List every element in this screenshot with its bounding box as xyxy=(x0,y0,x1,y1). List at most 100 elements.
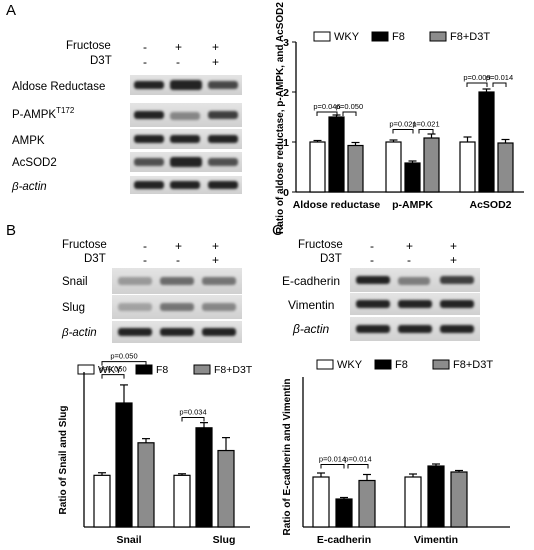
y-tick-label: 1 xyxy=(283,137,289,149)
blot-label-slug: Slug xyxy=(62,302,86,314)
x-category-label: AcSOD2 xyxy=(469,199,511,211)
d3t-sign: - xyxy=(143,253,147,267)
fructose-sign: + xyxy=(212,239,220,253)
bar xyxy=(427,465,445,528)
bar xyxy=(335,498,353,528)
blot-strip xyxy=(112,295,242,319)
d3t-sign: - xyxy=(176,253,180,267)
p-value-label: p=0.021 xyxy=(412,120,439,129)
bar xyxy=(404,162,421,193)
significance-bracket xyxy=(418,129,434,134)
p-value-label: p=0.021 xyxy=(389,120,416,129)
blot-label-vimentin: Vimentin xyxy=(288,298,335,312)
fructose-sign: + xyxy=(450,239,458,253)
legend-swatch xyxy=(135,364,153,375)
fructose-sign: + xyxy=(175,40,183,54)
panel-letter-b: B xyxy=(6,222,17,239)
fructose-sign: + xyxy=(212,40,220,54)
blot-label-acsod2: AcSOD2 xyxy=(12,157,57,169)
d3t-sign: + xyxy=(450,253,458,267)
blot-strip xyxy=(130,152,242,172)
legend-swatch xyxy=(432,359,450,370)
fructose-sign: + xyxy=(175,239,183,253)
blot-strip xyxy=(130,129,242,149)
significance-bracket xyxy=(392,129,414,134)
blot-label-aldose-reductase: Aldose Reductase xyxy=(12,81,106,93)
fructose-sign: - xyxy=(143,239,147,253)
legend-label: WKY xyxy=(98,364,122,376)
x-category-label: p-AMPK xyxy=(392,199,433,211)
panel-letter-a: A xyxy=(6,2,17,19)
legend-label: F8+D3T xyxy=(450,31,490,43)
d3t-sign: - xyxy=(407,253,411,267)
x-category-label: E-cadherin xyxy=(317,534,371,546)
blot-strip xyxy=(112,321,242,343)
blot-label-p-ampk: P-AMPKT172 xyxy=(12,106,75,121)
bar xyxy=(173,474,191,528)
bar xyxy=(93,474,111,528)
bar xyxy=(385,141,402,193)
fructose-sign: - xyxy=(143,40,147,54)
legend-label: F8 xyxy=(392,31,405,43)
d3t-sign: - xyxy=(370,253,374,267)
bar xyxy=(312,476,330,528)
legend-label: F8+D3T xyxy=(453,359,493,371)
significance-bracket xyxy=(181,416,205,422)
p-value-label: p=0.050 xyxy=(336,102,363,111)
legend-label: F8+D3T xyxy=(214,364,253,376)
bar xyxy=(459,141,476,193)
d3t-label: D3T xyxy=(90,55,112,67)
p-value-label: p=0.014 xyxy=(319,455,346,464)
fructose-label: Fructose xyxy=(62,239,107,251)
legend-swatch xyxy=(313,31,331,42)
p-value-label: p=0.046 xyxy=(313,102,340,111)
p-value-label: p=0.050 xyxy=(99,365,126,374)
significance-bracket xyxy=(492,82,507,87)
p-value-label: p=0.014 xyxy=(344,455,371,464)
y-tick-label: 3 xyxy=(283,37,289,49)
blot-strip xyxy=(130,103,242,127)
x-category-label: Aldose reductase xyxy=(293,199,381,211)
legend-label: F8 xyxy=(156,364,168,376)
x-category-label: Vimentin xyxy=(414,534,458,546)
blot-strip xyxy=(350,293,480,315)
significance-bracket xyxy=(466,82,488,87)
legend-swatch xyxy=(193,364,211,375)
y-tick-label: 2 xyxy=(283,87,289,99)
blot-label-e-cadherin: E-cadherin xyxy=(282,274,341,288)
legend-swatch xyxy=(429,31,447,42)
blot-label-beta-actin: β-actin xyxy=(12,181,47,193)
y-tick-label: 0 xyxy=(283,187,289,199)
bar xyxy=(137,442,155,528)
blot-strip xyxy=(350,317,480,341)
p-value-label: p=0.009 xyxy=(463,73,490,82)
legend-label: WKY xyxy=(334,31,360,43)
d3t-sign: + xyxy=(212,55,220,69)
d3t-label: D3T xyxy=(84,253,106,265)
legend-label: F8 xyxy=(395,359,408,371)
significance-bracket xyxy=(347,464,369,469)
significance-bracket xyxy=(101,374,125,379)
fructose-sign: - xyxy=(370,239,374,253)
fructose-label: Fructose xyxy=(298,239,343,251)
blot-strip xyxy=(112,268,242,294)
x-category-label: Snail xyxy=(116,534,141,546)
d3t-label: D3T xyxy=(320,253,342,265)
bar xyxy=(309,141,326,193)
blot-strip xyxy=(130,75,242,95)
blot-label-snail: Snail xyxy=(62,276,88,288)
bar xyxy=(217,449,235,528)
fructose-sign: + xyxy=(406,239,414,253)
legend-swatch xyxy=(371,31,389,42)
bar xyxy=(358,479,376,528)
blot-strip xyxy=(130,176,242,194)
bar xyxy=(450,471,468,528)
bar xyxy=(478,91,495,193)
fructose-label: Fructose xyxy=(66,40,111,52)
blot-label-beta-actin: β-actin xyxy=(62,327,97,339)
bar xyxy=(404,476,422,528)
p-value-label: p=0.050 xyxy=(110,352,137,361)
y-axis-label: Ratio of E-cadherin and Vimentin xyxy=(282,378,293,535)
d3t-sign: - xyxy=(143,55,147,69)
